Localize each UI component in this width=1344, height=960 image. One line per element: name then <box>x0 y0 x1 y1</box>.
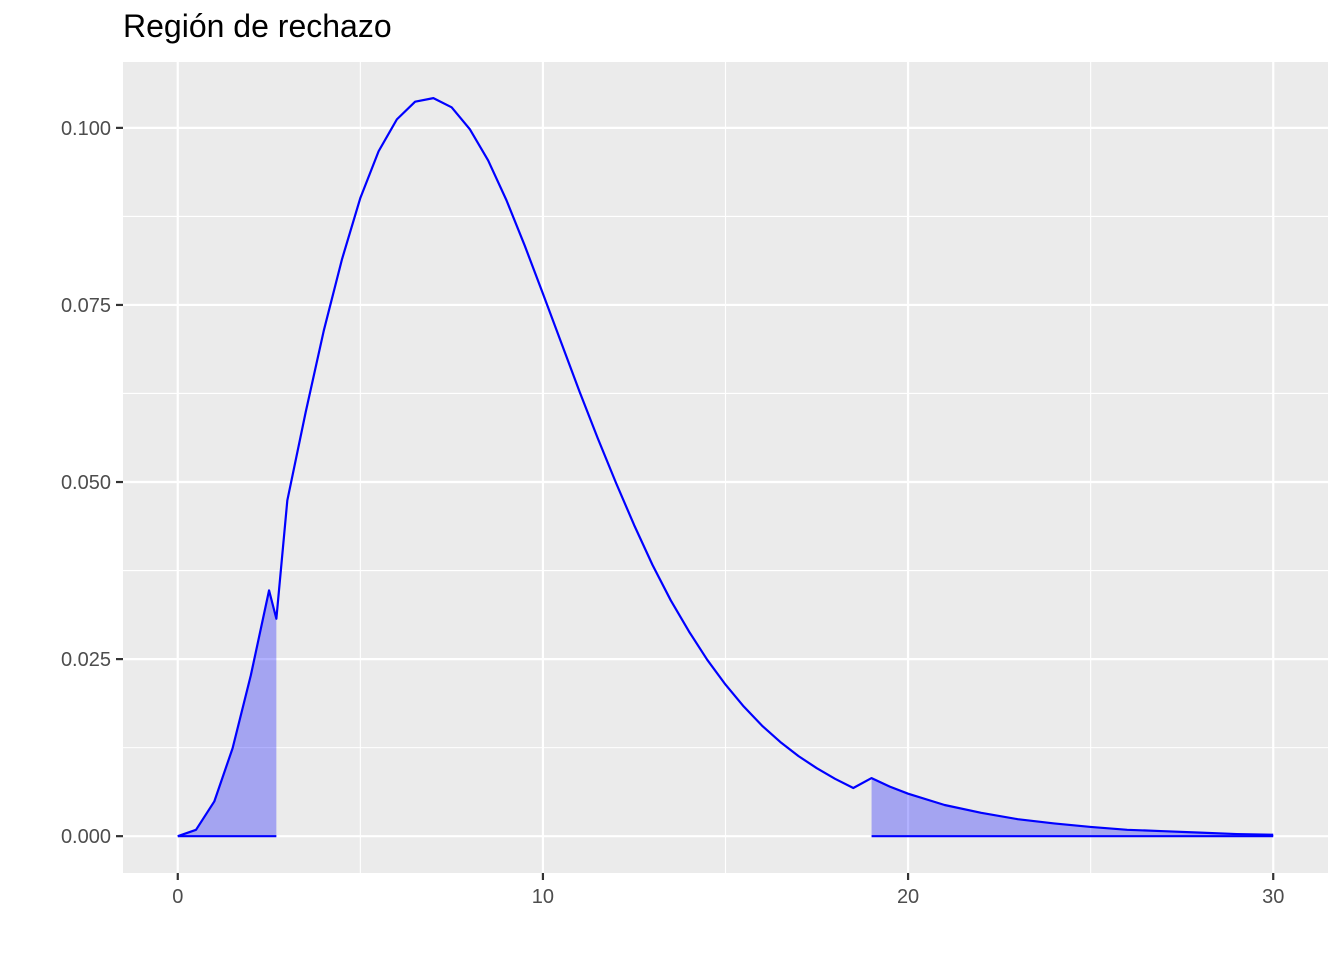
rejection-region-left <box>177 590 277 837</box>
chart-title: Región de rechazo <box>123 8 392 44</box>
rejection-region-right <box>871 778 1274 837</box>
density-curve <box>177 97 1274 838</box>
x-tick-label: 10 <box>532 886 554 908</box>
x-tick-label: 30 <box>1262 886 1284 908</box>
x-tick-label: 0 <box>172 886 183 908</box>
y-tick-label: 0.025 <box>61 649 111 671</box>
x-tick-label: 20 <box>897 886 919 908</box>
y-tick-label: 0.000 <box>61 826 111 848</box>
y-tick-label: 0.075 <box>61 295 111 317</box>
y-tick-label: 0.100 <box>61 118 111 140</box>
y-tick-label: 0.050 <box>61 472 111 494</box>
